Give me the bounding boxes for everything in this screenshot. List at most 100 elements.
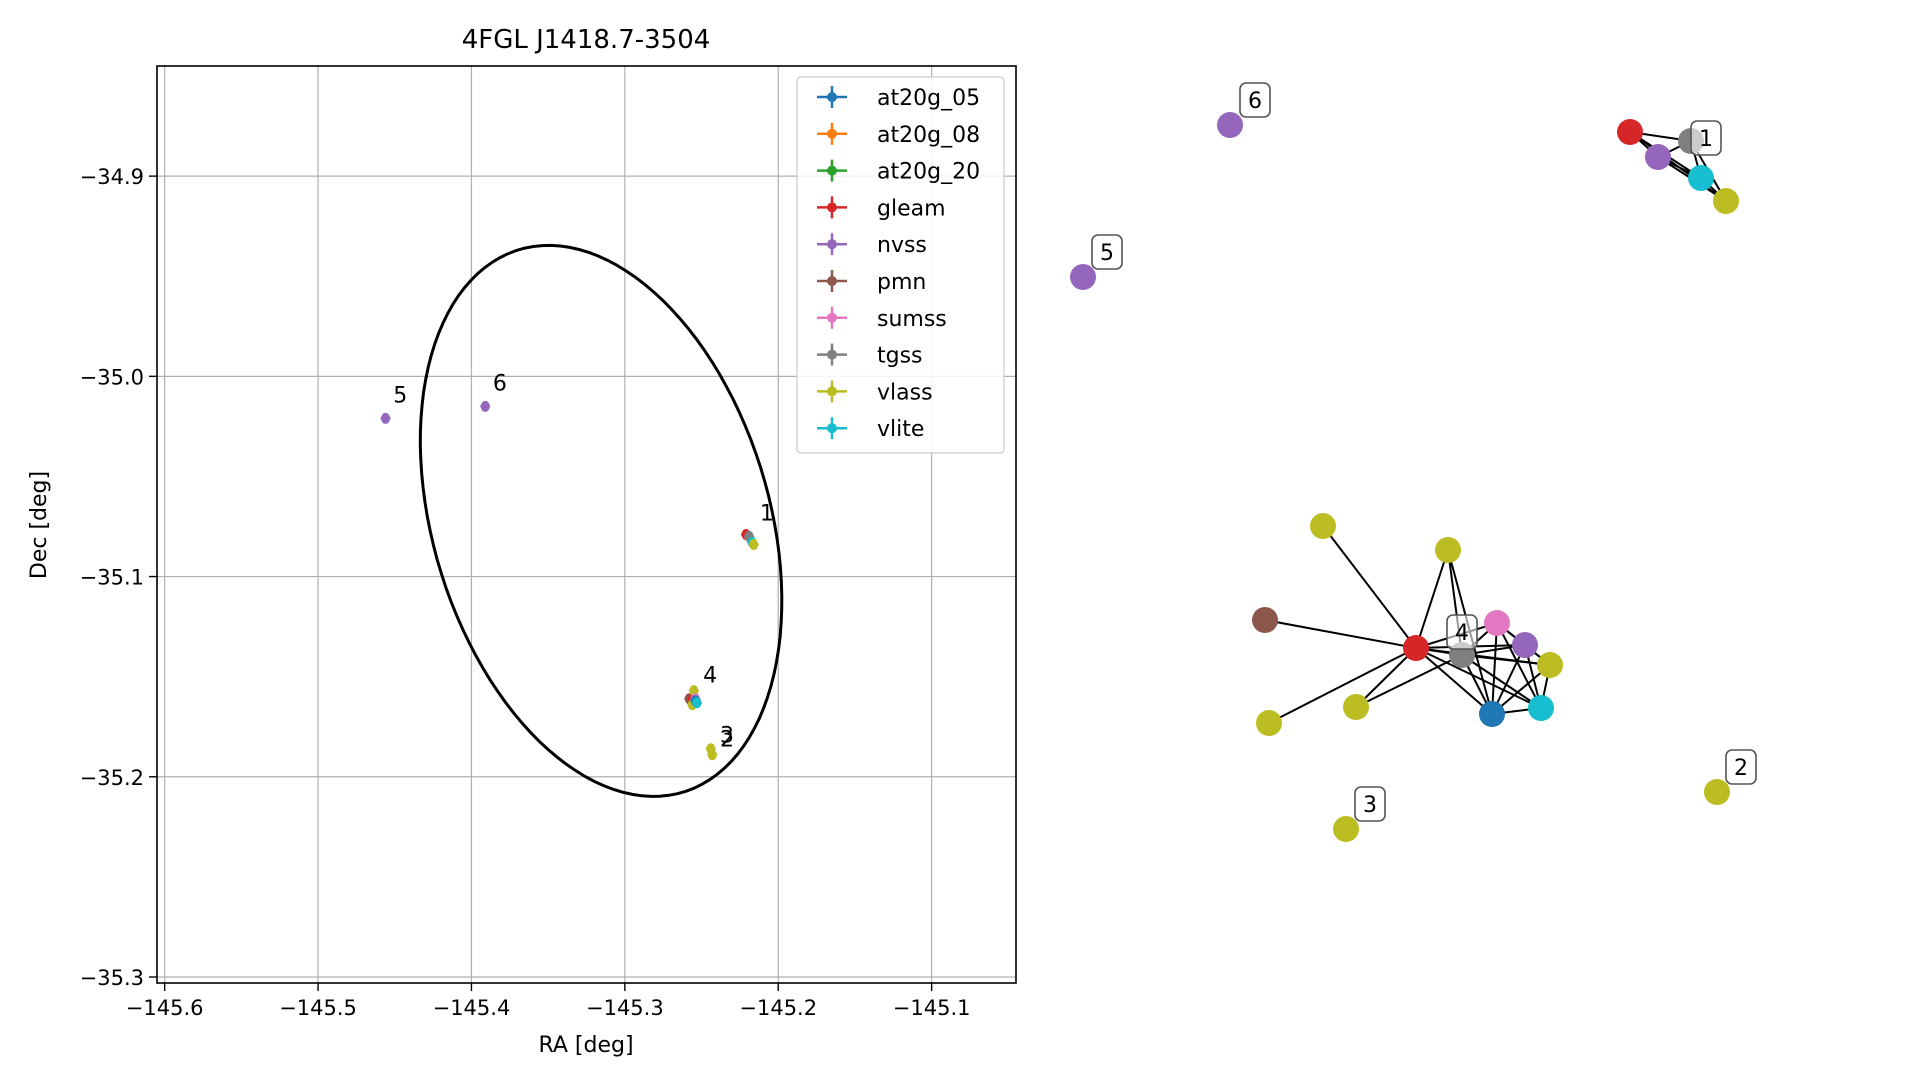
- label-box: [1725, 749, 1757, 785]
- network-node-vlass: [1310, 513, 1336, 539]
- network-node-label: 6: [1239, 82, 1271, 118]
- data-point-vlass: [707, 749, 717, 761]
- x-tick-label: −145.4: [433, 996, 511, 1020]
- x-tick-label: −145.5: [279, 996, 357, 1020]
- network-node-nvss: [1512, 632, 1538, 658]
- legend-label: at20g_08: [877, 123, 980, 148]
- data-point-nvss: [381, 412, 391, 424]
- network-panel: 1 6 5 2 3 4: [1070, 82, 1757, 842]
- network-edge: [1415, 549, 1449, 649]
- axis-ticks: −145.6 −145.5 −145.4 −145.3 −145.2 −145.1 −34.…: [80, 165, 971, 1020]
- network-node-label: 4: [1446, 614, 1478, 650]
- network-node-gleam: [1403, 635, 1429, 661]
- label-text: 3: [1363, 793, 1377, 818]
- point-annotation: 4: [703, 664, 717, 689]
- label-text: 4: [1455, 621, 1469, 646]
- legend-label: pmn: [877, 270, 926, 295]
- legend-label: vlass: [877, 380, 933, 405]
- legend-marker: [827, 239, 837, 250]
- network-node-vlite: [1528, 695, 1554, 721]
- network-edge: [1268, 647, 1417, 724]
- data-point-nvss: [480, 400, 490, 412]
- point-annotation: 2: [720, 728, 734, 753]
- network-node-label: 1: [1690, 120, 1722, 156]
- y-tick-label: −34.9: [80, 165, 144, 189]
- point-annotations: 1 4 32 5 6: [393, 371, 774, 752]
- label-text: 5: [1100, 241, 1114, 266]
- legend-item: gleam: [817, 196, 946, 221]
- data-point-vlite: [692, 697, 702, 709]
- legend-marker: [827, 349, 837, 360]
- legend-marker: [827, 423, 837, 434]
- error-ellipse-layer: [418, 243, 784, 798]
- x-tick-label: −145.3: [586, 996, 664, 1020]
- y-tick-label: −35.3: [80, 966, 144, 990]
- legend-item: vlite: [817, 417, 924, 442]
- network-node-vlass: [1256, 710, 1282, 736]
- legend-label: vlite: [877, 417, 924, 442]
- network-node-vlite: [1688, 165, 1714, 191]
- label-box: [1239, 82, 1271, 118]
- legend-label: at20g_05: [877, 86, 980, 111]
- network-node-pmn: [1252, 607, 1278, 633]
- legend-item: vlass: [817, 380, 933, 405]
- network-node-vlass: [1537, 652, 1563, 678]
- point-annotation: 6: [493, 371, 507, 396]
- legend-marker: [827, 165, 837, 176]
- legend-label: tgss: [877, 344, 923, 369]
- point-annotation: 1: [760, 501, 774, 526]
- legend-item: pmn: [817, 270, 926, 295]
- legend-item: sumss: [817, 306, 947, 332]
- label-text: 2: [1734, 756, 1748, 781]
- legend-box: [796, 76, 1005, 454]
- x-tick-label: −145.2: [739, 996, 817, 1020]
- legend-label: nvss: [877, 233, 927, 258]
- network-edge: [1491, 622, 1498, 715]
- network-edge: [1415, 647, 1542, 709]
- error-ellipse: [418, 243, 784, 798]
- point-annotation: 5: [393, 383, 407, 408]
- legend-item: at20g_08: [817, 122, 980, 148]
- y-tick-label: −35.1: [80, 566, 144, 590]
- label-box: [1354, 786, 1386, 822]
- legend-label: sumss: [877, 307, 947, 332]
- network-node-nvss: [1070, 264, 1096, 290]
- legend-marker: [827, 386, 837, 397]
- legend-marker: [827, 128, 837, 139]
- legend-marker: [827, 202, 837, 213]
- network-node-vlass: [1343, 694, 1369, 720]
- legend-item: at20g_05: [817, 86, 980, 111]
- legend-item: tgss: [817, 343, 923, 369]
- chart-title: 4FGL J1418.7-3504: [462, 25, 711, 55]
- network-node-sumss: [1484, 610, 1510, 636]
- label-box: [1091, 234, 1123, 270]
- network-labels: 1 6 5 2 3 4: [1091, 82, 1757, 822]
- x-tick-label: −145.1: [893, 996, 971, 1020]
- network-node-vlass: [1435, 537, 1461, 563]
- y-tick-label: −35.0: [80, 365, 144, 389]
- network-edge: [1322, 525, 1417, 649]
- network-node-at20g_05: [1479, 701, 1505, 727]
- legend-marker: [827, 276, 837, 286]
- y-axis-label: Dec [deg]: [27, 471, 52, 579]
- label-text: 6: [1248, 89, 1262, 114]
- legend-marker: [827, 312, 837, 323]
- network-node-vlass: [1713, 188, 1739, 214]
- network-node-vlass: [1704, 779, 1730, 805]
- network-edge: [1415, 647, 1493, 715]
- network-node-nvss: [1217, 112, 1243, 138]
- data-point-vlass: [749, 539, 759, 551]
- legend-item: at20g_20: [817, 159, 980, 185]
- y-tick-label: −35.2: [80, 766, 144, 790]
- x-axis-label: RA [deg]: [538, 1033, 633, 1058]
- legend-label: gleam: [877, 196, 946, 221]
- label-text: 1: [1699, 127, 1713, 152]
- legend-item: nvss: [817, 233, 927, 258]
- x-tick-label: −145.6: [126, 996, 204, 1020]
- network-node-gleam: [1617, 119, 1643, 145]
- network-node-label: 3: [1354, 786, 1386, 822]
- label-box: [1446, 614, 1478, 650]
